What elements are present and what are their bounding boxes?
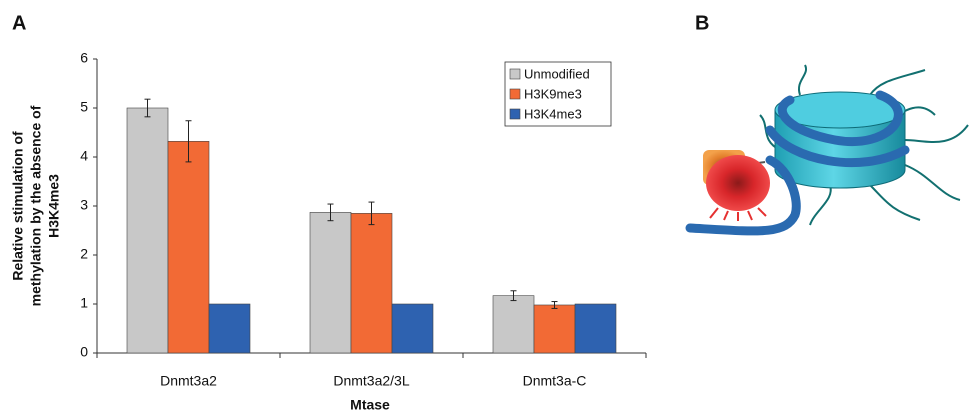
y-tick-label: 6 — [80, 50, 88, 66]
bar — [350, 213, 393, 354]
bar — [533, 304, 576, 354]
y-tick-label: 1 — [80, 295, 88, 311]
legend-box — [504, 61, 612, 127]
bar — [208, 303, 251, 354]
legend-label: H3K9me3 — [524, 86, 582, 101]
bar — [309, 212, 352, 354]
y-axis-label: Relative stimulation of methylation by t… — [10, 105, 62, 306]
error-bar — [551, 301, 558, 309]
y-axis-label-line: methylation by the absence of — [28, 105, 44, 306]
bar — [574, 303, 617, 354]
legend-swatch — [509, 108, 521, 120]
legend-swatch — [509, 88, 521, 100]
y-tick-label: 3 — [80, 197, 88, 213]
error-bar — [327, 203, 334, 222]
error-bar — [185, 120, 192, 163]
y-tick-label: 4 — [80, 148, 88, 164]
legend-label: Unmodified — [524, 66, 590, 81]
y-tick-label: 5 — [80, 99, 88, 115]
nucleosome-diagram — [685, 64, 969, 236]
bar — [167, 141, 210, 354]
y-tick-label: 0 — [80, 344, 88, 360]
x-tick-label: Dnmt3a2/3L — [333, 373, 409, 389]
error-bar — [368, 201, 375, 226]
y-axis-label-line: H3K4me3 — [46, 174, 62, 238]
error-bar — [144, 98, 151, 118]
legend-swatch — [509, 68, 521, 80]
x-tick-label: Dnmt3a2 — [160, 373, 217, 389]
bar — [492, 295, 535, 354]
error-bar — [510, 290, 517, 302]
y-axis-label-line: Relative stimulation of — [10, 131, 26, 281]
bar — [126, 107, 169, 354]
bar — [391, 303, 434, 354]
panel-label: A — [12, 12, 26, 34]
y-tick-label: 2 — [80, 246, 88, 262]
x-axis-label: Mtase — [350, 397, 390, 413]
x-tick-label: Dnmt3a-C — [523, 373, 587, 389]
legend-label: H3K4me3 — [524, 106, 582, 121]
panel-label: B — [695, 12, 709, 34]
